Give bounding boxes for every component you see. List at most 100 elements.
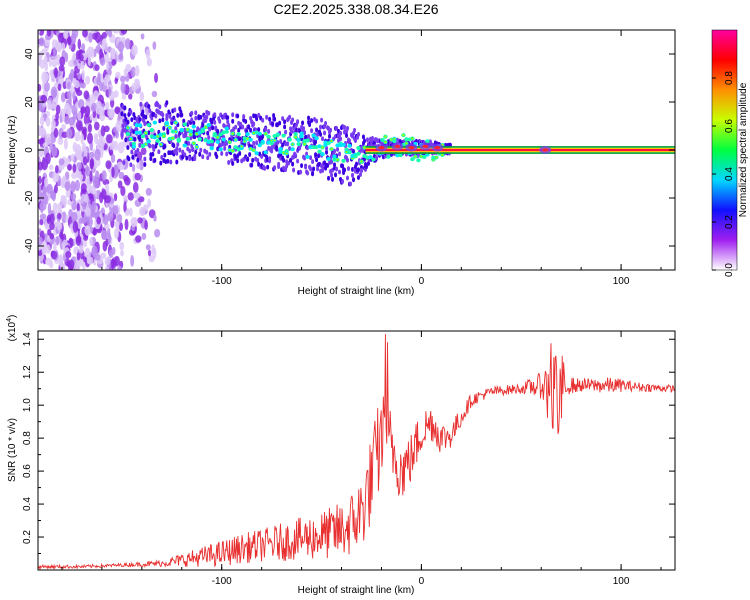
colorbar-tick-label: 0.2 [724, 215, 735, 229]
heat-spread-cell [308, 120, 312, 126]
heat-noise-cell [82, 216, 87, 224]
snr-y-tick-label: 1.2 [22, 365, 33, 379]
heat-peak-cell [144, 143, 148, 146]
heat-spread-cell [256, 157, 260, 163]
heat-noise-cell [57, 212, 62, 220]
heat-noise-cell [87, 132, 93, 145]
heat-spread-cell [131, 154, 135, 160]
heat-noise-cell [101, 229, 108, 240]
heat-noise-cell [72, 111, 78, 120]
snr-y-tick-label: 0.4 [22, 497, 33, 511]
heat-noise-cell [111, 166, 115, 178]
heat-spread-cell [187, 141, 191, 146]
heat-spread-cell [314, 139, 318, 145]
snr-y-tick-label: 0.8 [22, 431, 33, 445]
heat-noise-cell [121, 93, 127, 100]
heat-peak-cell [243, 140, 246, 143]
heat-spread-cell [147, 130, 151, 136]
heat-spread-cell [141, 109, 145, 115]
heat-noise-cell [43, 55, 48, 65]
heat-noise-cell [84, 225, 91, 236]
spectrogram-y-tick-label: 20 [24, 96, 35, 108]
spectrogram-y-tick-label: -20 [24, 190, 35, 205]
heat-spread-cell [135, 127, 139, 132]
carrier-flutter-core [378, 146, 385, 150]
heat-noise-cell [85, 166, 91, 177]
heat-spread-cell [325, 149, 329, 155]
heat-noise-cell [60, 263, 66, 270]
heat-peak-cell [420, 155, 423, 158]
heat-spread-cell [341, 179, 345, 184]
heat-spread-cell [359, 168, 363, 174]
heat-noise-cell [52, 46, 57, 57]
heat-core-cell [146, 123, 152, 128]
heat-spread-cell [309, 166, 313, 172]
heat-core-cell [386, 154, 391, 159]
heat-spread-cell [265, 114, 269, 120]
heat-noise-cell [127, 192, 135, 201]
heat-noise-cell [108, 86, 112, 96]
heat-noise-cell [71, 171, 78, 180]
heat-spread-cell [330, 172, 334, 178]
snr-y-multiplier-base: (x10 [7, 321, 18, 341]
heat-core-cell [137, 123, 143, 128]
snr-series-line [38, 334, 675, 570]
heat-peak-cell [384, 135, 387, 138]
heat-peak-cell [414, 155, 417, 158]
heat-peak-cell [240, 145, 243, 148]
heat-noise-cell [154, 228, 161, 238]
heat-noise-cell [85, 100, 90, 107]
heat-core-cell [296, 138, 301, 143]
heat-noise-cell [151, 90, 158, 98]
heat-core-cell [200, 129, 205, 134]
heat-noise-cell [119, 163, 125, 171]
heat-noise-cell [117, 180, 123, 189]
heat-noise-cell [80, 183, 87, 193]
heat-spread-cell [185, 155, 189, 161]
heat-spread-cell [226, 115, 230, 121]
heat-peak-cell [294, 135, 297, 139]
heat-noise-cell [46, 183, 53, 194]
heat-spread-cell [136, 147, 140, 153]
heat-spread-cell [198, 151, 202, 157]
heat-noise-cell [99, 143, 104, 155]
heat-spread-cell [356, 175, 360, 180]
heat-core-cell [347, 143, 352, 148]
heat-core-cell [155, 138, 161, 143]
heat-spread-cell [227, 123, 231, 128]
heat-noise-cell [38, 175, 42, 185]
heat-spread-cell [271, 121, 275, 127]
heat-core-cell [212, 131, 217, 136]
heat-noise-cell [47, 99, 52, 111]
heat-noise-cell [48, 56, 53, 68]
heat-noise-cell [72, 90, 76, 102]
heat-noise-cell [99, 48, 103, 59]
heat-spread-cell [347, 166, 351, 172]
heat-core-cell [179, 128, 184, 133]
heat-noise-cell [93, 90, 99, 100]
heat-spread-cell [362, 138, 366, 144]
carrier-flutter-core [422, 144, 429, 148]
heat-spread-cell [352, 148, 356, 154]
heat-spread-cell [283, 124, 287, 130]
heat-core-cell [380, 137, 385, 142]
heat-spread-cell [248, 152, 252, 157]
heat-peak-cell [246, 137, 249, 140]
heat-noise-cell [84, 247, 91, 259]
heat-noise-cell [41, 71, 48, 84]
heat-noise-cell [104, 257, 111, 266]
heat-peak-cell [384, 141, 387, 144]
heat-spread-cell [283, 119, 287, 125]
heat-core-cell [314, 136, 319, 141]
heat-spread-cell [190, 110, 194, 116]
heat-spread-cell [317, 153, 321, 159]
heat-spread-cell [324, 121, 328, 126]
heat-noise-cell [107, 68, 112, 76]
heat-noise-cell [73, 78, 77, 88]
heat-noise-cell [71, 211, 78, 223]
heat-noise-cell [57, 137, 64, 145]
colorbar-tick-label: 0.4 [724, 167, 735, 181]
heat-noise-cell [134, 172, 141, 181]
heat-noise-cell [38, 138, 45, 145]
heat-spread-cell [120, 132, 124, 138]
